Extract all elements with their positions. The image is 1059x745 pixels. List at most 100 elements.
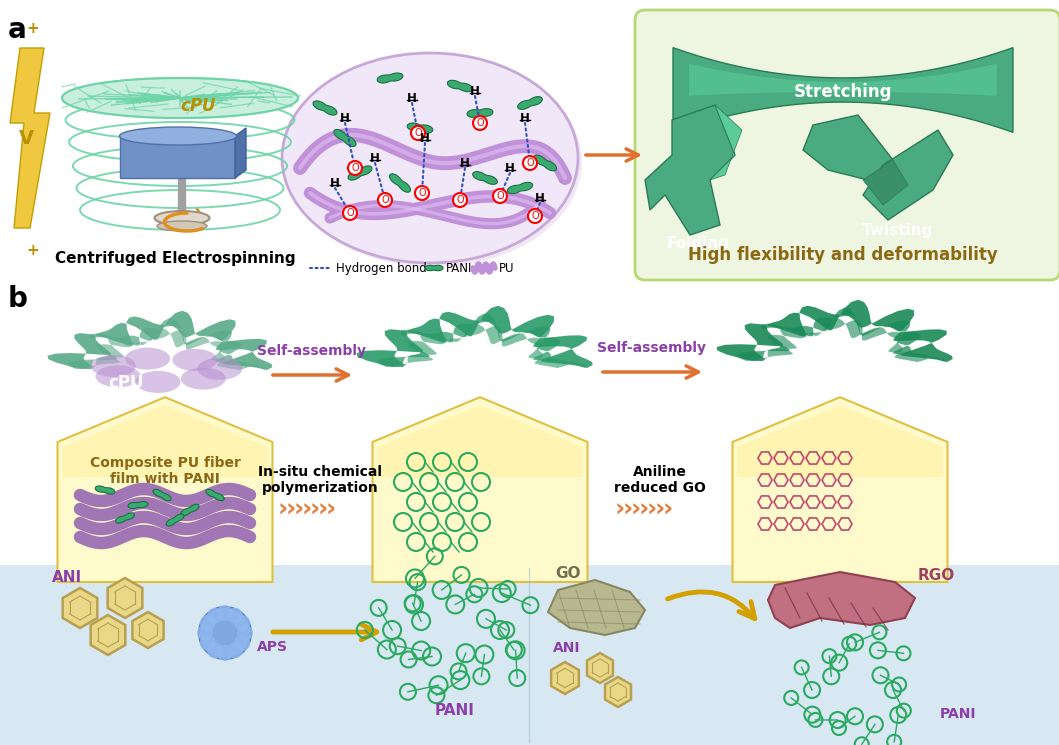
Polygon shape [313, 101, 337, 115]
Circle shape [227, 608, 243, 624]
Polygon shape [108, 578, 142, 618]
Polygon shape [674, 48, 1013, 133]
Circle shape [234, 635, 250, 651]
Text: O: O [418, 188, 426, 198]
Circle shape [234, 615, 250, 631]
Text: O: O [532, 211, 539, 221]
Text: ›: › [286, 498, 297, 522]
Polygon shape [90, 329, 250, 370]
Ellipse shape [157, 221, 207, 231]
Polygon shape [235, 128, 246, 178]
Text: V: V [18, 128, 34, 148]
Text: PANI: PANI [940, 707, 976, 721]
Polygon shape [761, 318, 930, 362]
Polygon shape [548, 580, 645, 635]
Text: ›: › [615, 498, 625, 522]
Text: ›: › [663, 498, 674, 522]
Text: APS: APS [257, 640, 288, 654]
Circle shape [411, 126, 425, 140]
Ellipse shape [286, 57, 582, 267]
Text: cPU: cPU [108, 374, 144, 392]
Ellipse shape [62, 78, 298, 118]
Polygon shape [62, 588, 97, 628]
Text: +: + [26, 21, 39, 36]
Ellipse shape [197, 358, 243, 380]
Polygon shape [803, 115, 893, 180]
Ellipse shape [173, 349, 217, 371]
Polygon shape [733, 397, 948, 582]
Ellipse shape [181, 367, 226, 390]
Text: a: a [8, 16, 26, 44]
Polygon shape [551, 662, 579, 694]
Polygon shape [373, 397, 588, 582]
Polygon shape [717, 299, 953, 362]
Polygon shape [57, 397, 272, 582]
Polygon shape [407, 123, 433, 133]
Text: pcPU: pcPU [432, 371, 480, 389]
Circle shape [199, 607, 251, 659]
Text: ANI: ANI [52, 570, 83, 585]
Text: O: O [352, 163, 359, 173]
Text: High flexibility and deformability: High flexibility and deformability [688, 246, 998, 264]
Polygon shape [467, 109, 492, 118]
Text: Centrifuged Electrospinning: Centrifuged Electrospinning [55, 251, 295, 266]
Circle shape [493, 189, 507, 203]
Polygon shape [863, 130, 953, 220]
Polygon shape [205, 489, 225, 501]
Text: Self-assembly: Self-assembly [597, 341, 706, 355]
Ellipse shape [155, 211, 210, 225]
Polygon shape [863, 160, 908, 205]
Text: O: O [381, 195, 389, 205]
Polygon shape [120, 136, 235, 178]
Circle shape [415, 186, 429, 200]
Text: In-situ chemical
polymerization: In-situ chemical polymerization [258, 465, 382, 495]
Polygon shape [348, 166, 372, 180]
Circle shape [197, 625, 213, 641]
Circle shape [207, 608, 223, 624]
Ellipse shape [125, 348, 170, 370]
Polygon shape [472, 171, 498, 185]
Text: cPU: cPU [180, 97, 216, 115]
Polygon shape [737, 308, 945, 362]
Text: H: H [340, 112, 349, 124]
Text: O: O [497, 191, 504, 201]
Polygon shape [377, 314, 585, 368]
Circle shape [227, 642, 243, 659]
Polygon shape [534, 155, 557, 171]
Polygon shape [132, 612, 163, 648]
Circle shape [453, 193, 467, 207]
Text: RGO: RGO [918, 568, 955, 583]
Text: O: O [346, 208, 354, 218]
Polygon shape [357, 305, 593, 368]
Ellipse shape [95, 365, 141, 387]
Text: H: H [505, 162, 515, 174]
Text: H: H [407, 92, 417, 104]
Text: H: H [460, 156, 470, 170]
Text: O: O [477, 118, 484, 128]
Polygon shape [425, 265, 443, 270]
Polygon shape [689, 63, 997, 96]
Text: H: H [330, 177, 340, 189]
Polygon shape [518, 97, 542, 110]
Text: Aniline
reduced GO: Aniline reduced GO [614, 465, 706, 495]
Polygon shape [166, 514, 184, 526]
Circle shape [473, 116, 487, 130]
Polygon shape [377, 405, 582, 477]
Text: O: O [456, 195, 464, 205]
Polygon shape [62, 405, 268, 477]
Text: ›: › [318, 498, 328, 522]
Polygon shape [377, 73, 402, 83]
Text: Composite PU fiber
film with PANI: Composite PU fiber film with PANI [90, 456, 240, 486]
Text: O: O [414, 128, 421, 138]
Text: +: + [26, 243, 39, 258]
Polygon shape [401, 325, 570, 368]
Polygon shape [334, 130, 356, 147]
Text: PANI: PANI [446, 261, 472, 274]
Polygon shape [447, 80, 472, 92]
Text: ›: › [326, 498, 336, 522]
Text: ANI: ANI [553, 641, 580, 655]
Circle shape [200, 615, 216, 631]
Circle shape [217, 645, 233, 661]
Text: H: H [520, 112, 530, 124]
Text: ›: › [277, 498, 288, 522]
